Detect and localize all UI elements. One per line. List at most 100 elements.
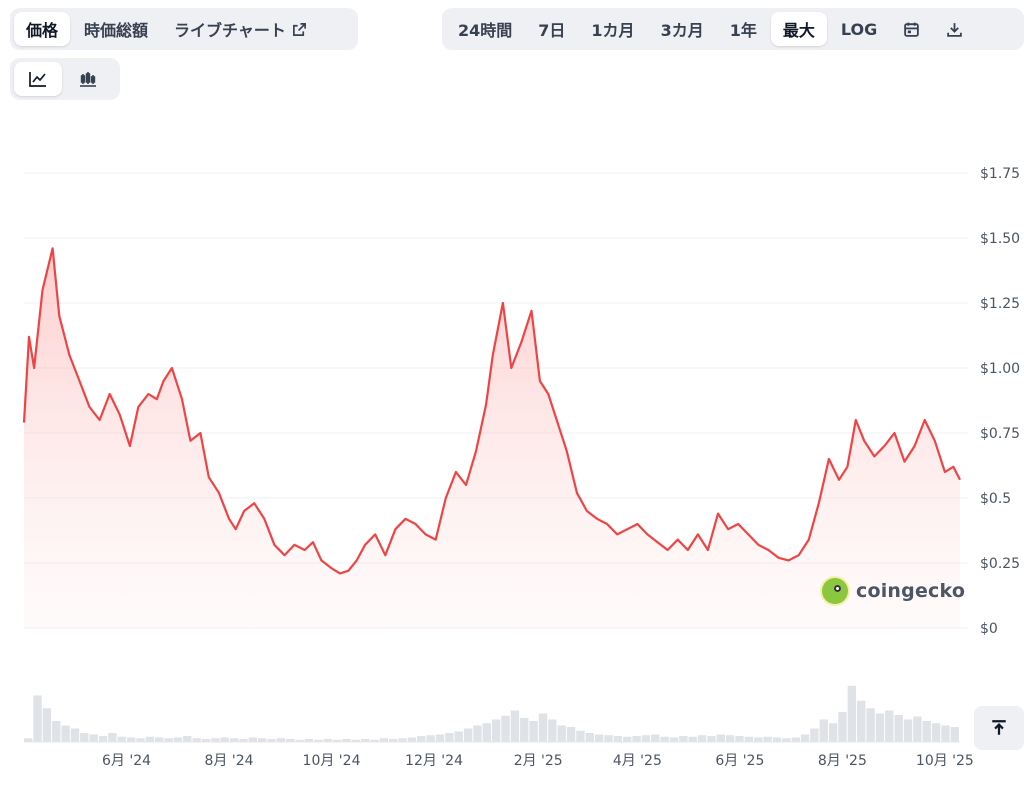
range-max[interactable]: 最大 [770, 12, 827, 46]
volume-bar [342, 739, 351, 742]
volume-bar [323, 739, 332, 742]
volume-bar [931, 723, 941, 742]
arrow-up-to-line-icon[interactable] [974, 706, 1024, 750]
volume-bar [42, 708, 52, 742]
log-scale-toggle[interactable]: LOG [840, 19, 878, 39]
tab-live-chart-label: ライブチャート [174, 21, 286, 40]
volume-bar [819, 719, 828, 742]
volume-bar [510, 710, 520, 742]
volume-bar [463, 728, 473, 742]
volume-bar [875, 713, 885, 742]
volume-bar [192, 738, 201, 742]
tab-market-cap[interactable]: 時価総額 [84, 21, 149, 40]
volume-bar [108, 733, 117, 742]
volume-bar [604, 735, 613, 742]
range-tabs: 24時間 7日 1カ月 3カ月 1年 最大 LOG [442, 8, 1024, 50]
range-24h[interactable]: 24時間 [458, 21, 513, 40]
x-tick-label: 8月 '24 [204, 753, 253, 769]
volume-bar [632, 736, 641, 742]
volume-bar [520, 718, 529, 742]
volume-bar [454, 731, 463, 742]
volume-bar [707, 736, 716, 742]
volume-bar [529, 721, 538, 742]
volume-bar [950, 727, 959, 742]
volume-bar [70, 728, 80, 742]
volume-bar [538, 713, 548, 742]
x-tick-label: 8月 '25 [818, 753, 867, 769]
tab-price[interactable]: 価格 [14, 12, 71, 46]
volume-bar [155, 737, 164, 742]
range-3m[interactable]: 3カ月 [660, 21, 704, 40]
volume-bar [548, 719, 557, 742]
volume-bar [838, 712, 847, 742]
volume-bar [117, 736, 126, 742]
price-area [24, 248, 960, 628]
volume-bar [80, 733, 89, 742]
volume-bar [211, 738, 220, 742]
volume-bar [782, 738, 791, 742]
volume-bar [145, 736, 155, 742]
price-points [23, 248, 961, 574]
volume-bar [52, 721, 61, 742]
volume-bar [716, 734, 725, 742]
y-tick-label: $0.75 [980, 426, 1020, 442]
volume-bar [445, 733, 454, 742]
volume-bar [276, 738, 286, 742]
volume-bar [33, 695, 42, 742]
volume-bar [744, 736, 754, 742]
volume-bar [828, 723, 838, 742]
volume-bar [697, 735, 707, 742]
download-icon[interactable] [934, 12, 975, 46]
y-tick-label: $1.75 [980, 166, 1020, 182]
volume-bar [98, 736, 108, 742]
line-chart-icon[interactable] [14, 62, 62, 96]
volume-bar [183, 736, 192, 742]
volume-bar [885, 710, 894, 742]
volume-bar [389, 739, 398, 742]
volume-bar [351, 739, 360, 742]
candlestick-icon[interactable] [64, 62, 112, 96]
volume-bar [267, 739, 276, 742]
volume-bar [594, 734, 604, 742]
volume-bar [669, 737, 679, 742]
metric-tabs: 価格 時価総額 ライブチャート [10, 8, 358, 50]
volume-bar [136, 738, 145, 742]
volume-bar [379, 738, 389, 742]
volume-bar [847, 685, 857, 742]
volume-bar [922, 721, 931, 742]
volume-bar [492, 719, 501, 742]
volume-bar [941, 725, 950, 742]
volume-bar [435, 734, 445, 742]
range-1m[interactable]: 1カ月 [591, 21, 635, 40]
y-axis: $0 $0.25 $0.5 $0.75 $1.00 $1.25 $1.50 $1.75 [980, 166, 1020, 637]
volume-bar [566, 727, 576, 742]
x-tick-label: 6月 '25 [715, 753, 764, 769]
range-1y[interactable]: 1年 [729, 21, 757, 40]
x-tick-label: 10月 '25 [916, 753, 974, 769]
volume-bar [754, 737, 763, 742]
range-7d[interactable]: 7日 [538, 21, 566, 40]
y-tick-label: $0 [980, 621, 998, 637]
volume-bar [810, 728, 819, 742]
coingecko-logo-icon [822, 578, 848, 604]
volume-bar [623, 736, 632, 742]
volume-bar [557, 725, 566, 742]
volume-bar [295, 739, 304, 742]
volume-bar [482, 723, 491, 742]
calendar-icon[interactable] [891, 12, 932, 46]
volume-bar [201, 739, 211, 742]
volume-bar [426, 735, 435, 742]
volume-bar [258, 738, 267, 742]
volume-bar [314, 739, 323, 742]
volume-bar [679, 736, 688, 742]
volume-bar [239, 739, 248, 742]
tab-live-chart[interactable]: ライブチャート [162, 12, 319, 46]
volume-bar [913, 716, 922, 742]
y-tick-label: $1.25 [980, 296, 1020, 312]
volume-bar [304, 739, 314, 742]
volume-bar [398, 738, 407, 742]
volume-bar [613, 736, 623, 742]
x-tick-label: 2月 '25 [514, 753, 563, 769]
volume-bar [248, 737, 257, 742]
